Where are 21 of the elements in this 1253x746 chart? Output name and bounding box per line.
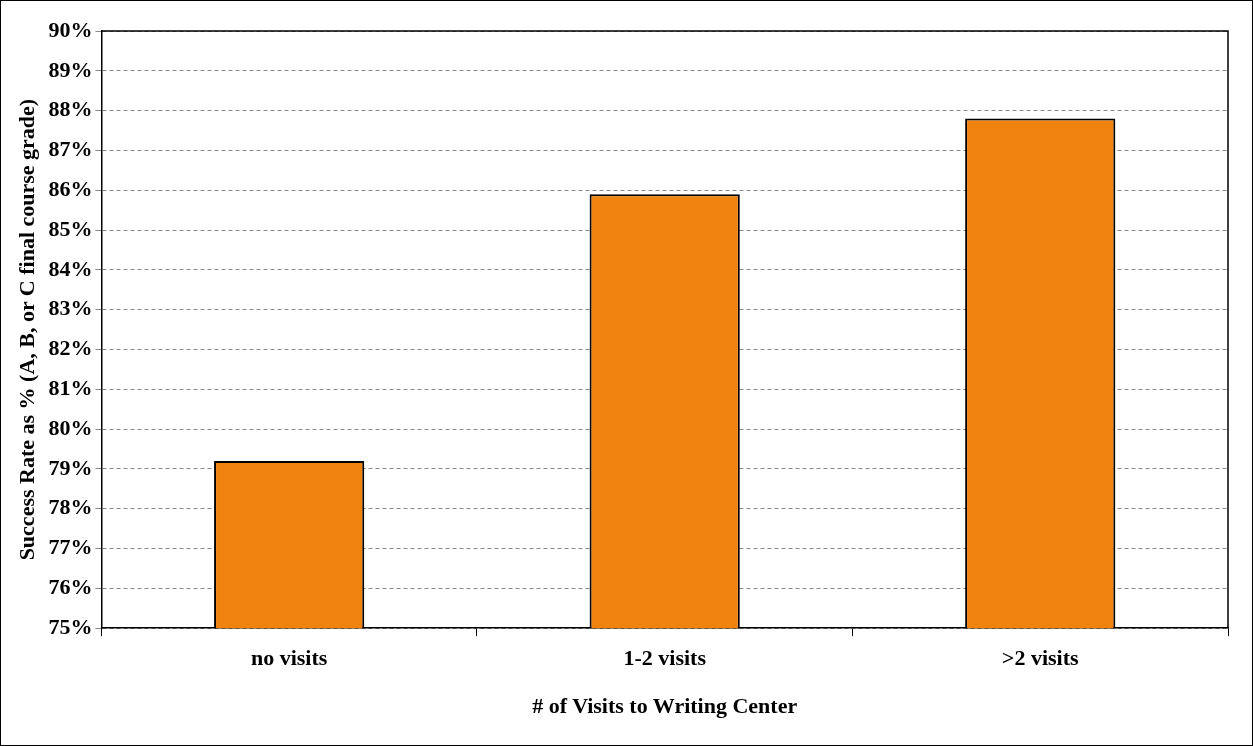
y-tick-label: 86%	[48, 175, 93, 201]
y-tick-label: 82%	[48, 335, 93, 361]
y-tick-label: 78%	[48, 494, 93, 520]
y-tick-label: 81%	[48, 375, 93, 401]
y-tick-label: 89%	[48, 56, 93, 82]
x-axis-title: # of Visits to Writing Center	[532, 693, 798, 719]
y-tick-label: 88%	[48, 96, 93, 122]
y-tick-label: 90%	[48, 16, 93, 42]
x-tick-label: 1-2 visits	[623, 645, 707, 671]
y-tick-label: 83%	[48, 295, 93, 321]
y-tick-label: 77%	[48, 534, 93, 560]
y-tick-label: 80%	[48, 414, 93, 440]
y-tick-label: 79%	[48, 454, 93, 480]
y-tick-label: 75%	[48, 613, 93, 639]
x-tick-label: no visits	[250, 645, 328, 671]
y-tick-label: 87%	[48, 136, 93, 162]
y-axis-title: Success Rate as % (A, B, or C final course grade)	[13, 98, 39, 561]
x-tick-label: >2 visits	[1001, 645, 1080, 671]
y-tick-label: 84%	[48, 255, 93, 281]
y-tick-label: 85%	[48, 215, 93, 241]
y-tick-label: 76%	[48, 574, 93, 600]
